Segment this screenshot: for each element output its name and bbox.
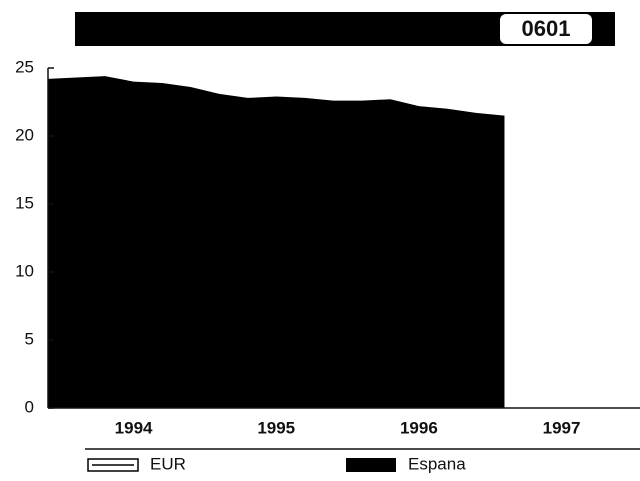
area <box>48 76 505 408</box>
y-tick-label: 5 <box>25 329 34 348</box>
x-tick-label: 1997 <box>543 418 581 437</box>
legend-swatch <box>346 458 396 472</box>
y-tick-label: 0 <box>25 397 34 416</box>
y-tick-label: 20 <box>15 125 34 144</box>
x-tick-label: 1994 <box>115 418 153 437</box>
y-tick-label: 10 <box>15 261 34 280</box>
legend-label: EUR <box>150 454 186 473</box>
chart-title: 0601 <box>522 16 571 41</box>
line <box>112 256 462 263</box>
x-tick-label: 1995 <box>257 418 295 437</box>
x-tick-label: 1996 <box>400 418 438 437</box>
title-box <box>500 14 592 44</box>
legend: EUR Espana <box>87 454 466 473</box>
y-tick-label: 15 <box>15 193 34 212</box>
legend-label: Espana <box>408 454 466 473</box>
y-tick-label: 25 <box>15 57 34 76</box>
plot: 0 5 10 15 20 25 1994 1995 1996 1997 <box>15 57 640 437</box>
